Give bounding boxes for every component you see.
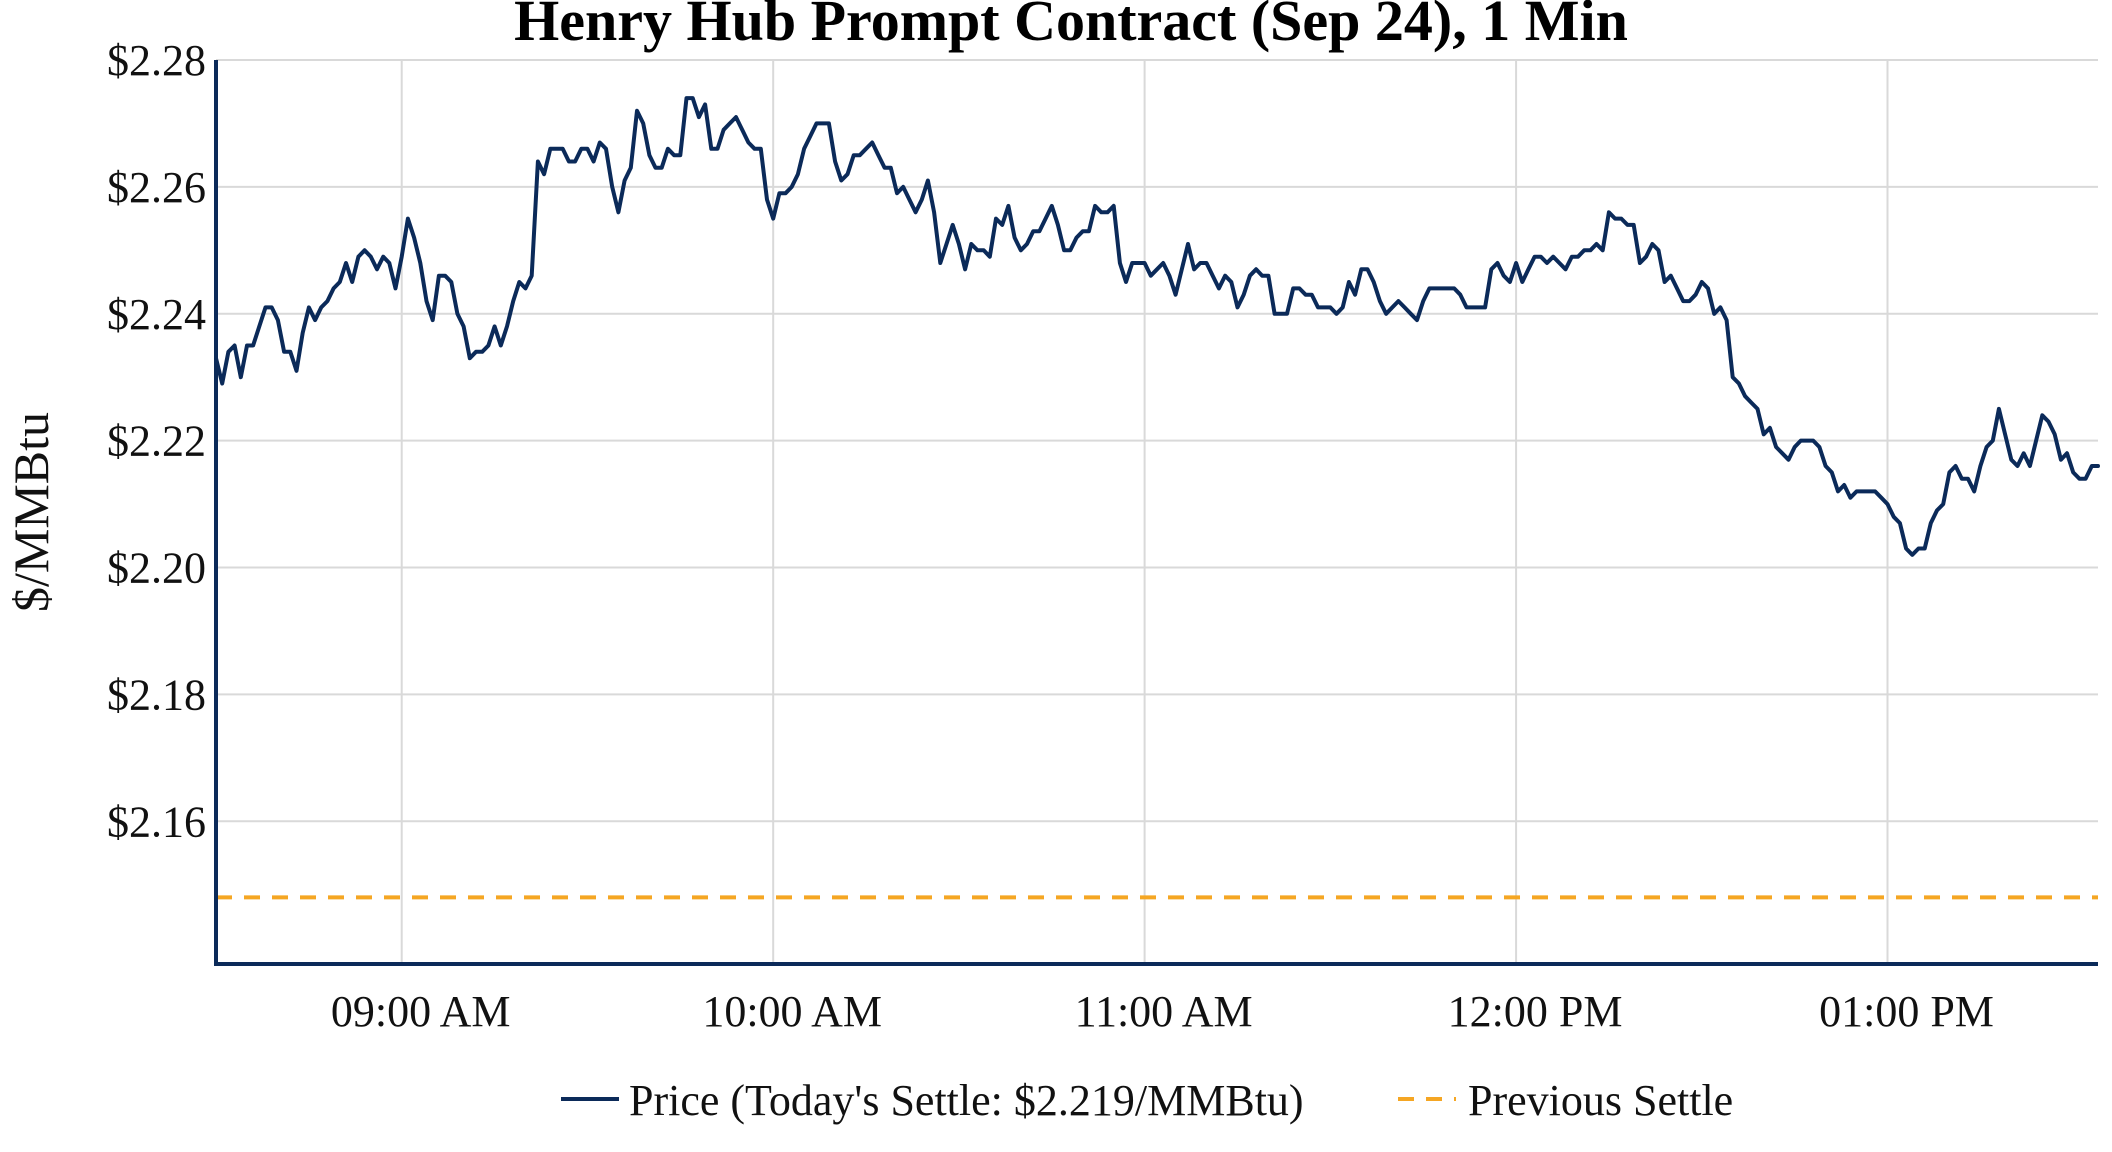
y-tick-label: $2.28 bbox=[107, 36, 206, 85]
chart-title: Henry Hub Prompt Contract (Sep 24), 1 Mi… bbox=[514, 0, 1628, 53]
y-tick-label: $2.20 bbox=[107, 544, 206, 593]
x-tick-label: 01:00 PM bbox=[1819, 987, 1994, 1036]
x-tick-labels: 09:00 AM 10:00 AM 11:00 AM 12:00 PM 01:00 PM bbox=[331, 987, 1994, 1036]
x-tick-label: 09:00 AM bbox=[331, 987, 511, 1036]
y-tick-label: $2.24 bbox=[107, 290, 206, 339]
y-tick-label: $2.18 bbox=[107, 670, 206, 719]
y-gridlines bbox=[216, 59, 2098, 823]
legend: Price (Today's Settle: $2.219/MMBtu) Pre… bbox=[561, 1076, 1733, 1125]
x-tick-label: 11:00 AM bbox=[1075, 987, 1253, 1036]
y-tick-label: $2.22 bbox=[107, 417, 206, 466]
y-tick-label: $2.16 bbox=[107, 797, 206, 846]
series-layer bbox=[214, 96, 2100, 900]
legend-previous-settle-label: Previous Settle bbox=[1468, 1076, 1733, 1125]
x-tick-label: 10:00 AM bbox=[702, 987, 882, 1036]
y-axis-title: $/MMBtu bbox=[3, 412, 59, 612]
y-tick-labels: $2.16 $2.18 $2.20 $2.22 $2.24 $2.26 $2.28 bbox=[107, 36, 206, 846]
x-gridlines bbox=[400, 60, 1889, 964]
legend-price-label: Price (Today's Settle: $2.219/MMBtu) bbox=[629, 1076, 1304, 1125]
y-tick-label: $2.26 bbox=[107, 163, 206, 212]
price-series-line bbox=[214, 96, 2100, 557]
x-tick-label: 12:00 PM bbox=[1448, 987, 1623, 1036]
